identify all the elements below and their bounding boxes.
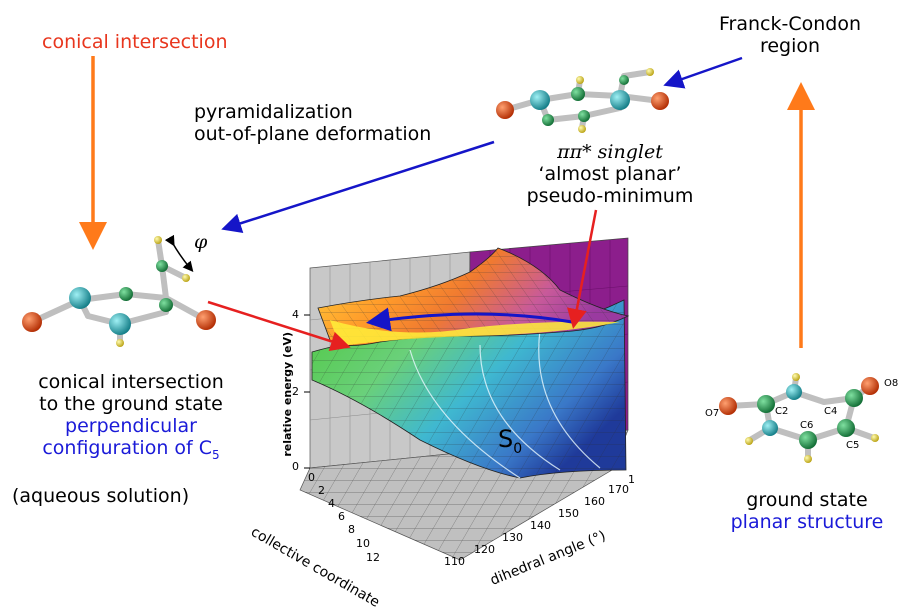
perpendicular-line1: perpendicular: [65, 414, 197, 437]
conical-intersection-title: conical intersection: [42, 31, 228, 53]
phi-label: φ: [194, 231, 208, 253]
blue-arrow-pyramidalization: [221, 140, 495, 233]
y-tick-110: 110: [444, 555, 465, 568]
molecule-perpendicular: [22, 236, 216, 347]
s0-subscript: 0: [513, 440, 523, 457]
ci-ground-state-label: conical intersection to the ground state…: [6, 371, 256, 463]
x-tick-10: 10: [356, 537, 370, 550]
atom-c2: C2: [775, 406, 789, 417]
c5-subscript: 5: [212, 447, 220, 462]
ground-state-line: ground state: [746, 489, 868, 511]
pyramidalization-line1: pyramidalization: [194, 101, 353, 123]
z-axis: [304, 314, 310, 469]
z-tick-0: 0: [292, 460, 299, 473]
surface-path-arrow: [366, 307, 573, 332]
ground-state-label: ground state planar structure: [712, 489, 899, 534]
x-tick-0: 0: [308, 471, 315, 484]
s0-label: S0: [498, 425, 523, 457]
franck-condon-line2: region: [759, 34, 821, 57]
x-tick-4: 4: [328, 497, 335, 510]
planar-structure-line: planar structure: [730, 510, 884, 533]
ci-ground-line2: to the ground state: [39, 392, 223, 415]
x-tick-12: 12: [366, 551, 380, 564]
z-tick-2: 2: [292, 385, 299, 398]
y-tick-160: 160: [584, 495, 605, 508]
blue-arrow-franck-condon: [663, 56, 743, 89]
s0-letter: S: [498, 425, 514, 453]
pipi-line2: ‘almost planar’: [538, 162, 682, 185]
franck-condon-label: Franck-Condon region: [700, 13, 880, 58]
surface-contours: [409, 329, 601, 479]
energy-surface-plot: [299, 237, 630, 561]
x-tick-2: 2: [318, 484, 325, 497]
molecule-almost-planar: [496, 68, 669, 133]
ci-ground-line1: conical intersection: [38, 371, 224, 393]
x-tick-6: 6: [338, 510, 345, 523]
y-tick-120: 120: [474, 543, 495, 556]
pyramidalization-line2: out-of-plane deformation: [194, 122, 432, 145]
z-tick-4: 4: [292, 308, 299, 321]
red-arrow-pseudo-minimum: [567, 209, 598, 329]
atom-o8: O8: [884, 378, 899, 389]
y-tick-140: 140: [530, 519, 551, 532]
pipi-line1: ππ* singlet: [557, 141, 663, 163]
atom-c6: C6: [800, 420, 814, 431]
perpendicular-config-text: configuration of C: [42, 436, 213, 459]
y-tick-170: 170: [608, 483, 629, 496]
perpendicular-line2: configuration of C5: [6, 436, 256, 463]
y-tick-130: 130: [502, 531, 523, 544]
atom-o7: O7: [705, 408, 720, 419]
aqueous-solution-label: (aqueous solution): [12, 485, 190, 507]
pipi-singlet-label: ππ* singlet ‘almost planar’ pseudo-minim…: [520, 141, 700, 208]
pipi-line3: pseudo-minimum: [526, 184, 694, 207]
red-arrow-conical: [207, 300, 351, 351]
y-tick-150: 150: [558, 507, 579, 520]
phi-rotation-arrow: [164, 234, 194, 273]
atom-c5: C5: [846, 440, 860, 451]
y-tick-end: 1: [628, 473, 635, 486]
molecule-planar: [719, 373, 879, 463]
diagram-canvas: [22, 56, 879, 561]
pyramidalization-label: pyramidalization out-of-plane deformatio…: [194, 101, 432, 146]
atom-c4: C4: [824, 406, 838, 417]
x-tick-8: 8: [348, 523, 355, 536]
franck-condon-line1: Franck-Condon: [718, 13, 861, 35]
